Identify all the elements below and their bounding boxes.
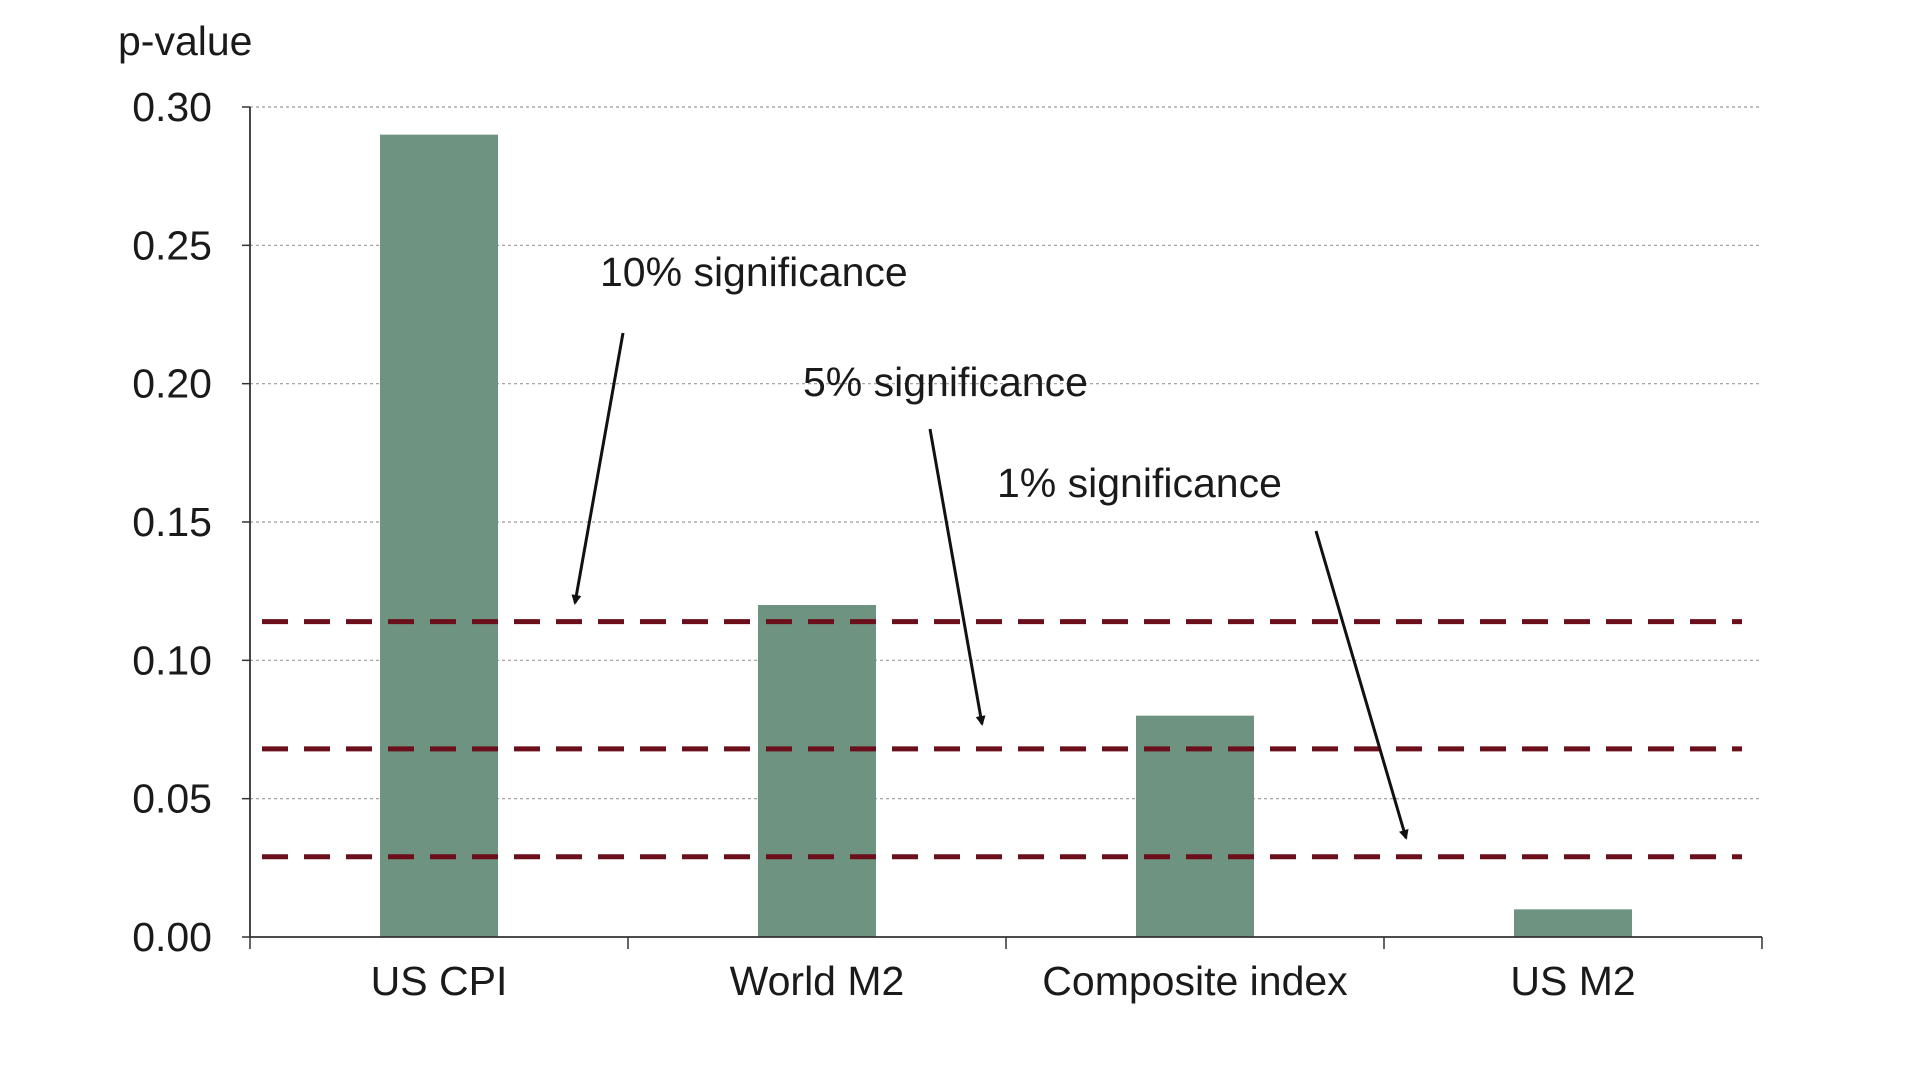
threshold-lines <box>262 619 1742 860</box>
y-tick-label: 0.25 <box>132 222 212 268</box>
bar <box>1136 715 1254 937</box>
y-axis-label: p-value <box>118 18 252 64</box>
threshold-annotation: 1% significance <box>997 460 1282 506</box>
grid <box>250 106 1762 800</box>
annotation-arrow <box>571 332 625 605</box>
bars <box>380 134 1632 937</box>
threshold-annotation: 5% significance <box>803 359 1088 405</box>
x-tick-label: Composite index <box>1042 958 1348 1004</box>
y-tick-label: 0.15 <box>132 499 212 545</box>
annotation-arrow <box>928 428 986 726</box>
annotation-arrow <box>1314 530 1409 840</box>
y-tick-label: 0.10 <box>132 637 212 683</box>
bar <box>1514 909 1632 937</box>
bar <box>380 134 498 937</box>
y-tick-label: 0.30 <box>132 84 212 130</box>
axes: 0.00 0.05 0.10 0.15 0.20 0.25 0.30 US CPI World … <box>132 84 1763 1004</box>
x-tick-label: US CPI <box>371 958 508 1004</box>
bar <box>758 605 876 937</box>
x-tick-label: US M2 <box>1510 958 1635 1004</box>
y-tick-label: 0.20 <box>132 361 212 407</box>
y-tick-label: 0.00 <box>132 914 212 960</box>
threshold-annotation: 10% significance <box>600 249 908 295</box>
y-tick-label: 0.05 <box>132 776 212 822</box>
x-tick-label: World M2 <box>730 958 905 1004</box>
annotations: 10% significance 5% significance 1% signif… <box>571 249 1409 840</box>
